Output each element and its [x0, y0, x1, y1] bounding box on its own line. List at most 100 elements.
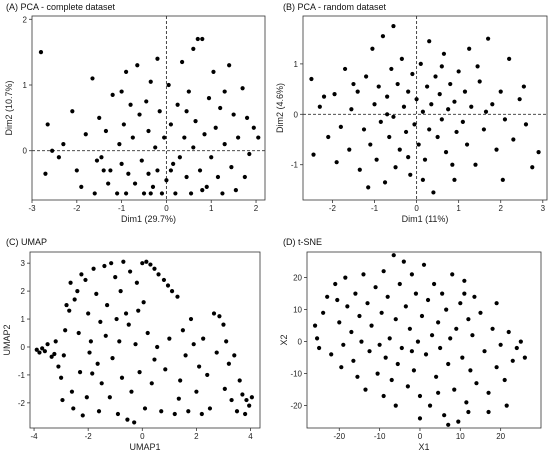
data-point — [422, 157, 428, 162]
data-point — [472, 294, 477, 299]
data-point — [312, 323, 318, 328]
data-point — [217, 314, 222, 319]
data-point — [141, 191, 147, 196]
data-point — [490, 326, 495, 331]
data-point — [468, 368, 473, 373]
data-point — [393, 403, 398, 408]
data-point — [155, 344, 160, 350]
data-point — [97, 115, 102, 120]
data-point — [389, 66, 394, 72]
data-point — [494, 147, 499, 152]
data-point — [368, 142, 373, 147]
data-point — [136, 308, 141, 313]
data-point — [137, 112, 142, 117]
data-point — [391, 253, 396, 258]
data-point — [244, 397, 249, 403]
data-point — [70, 109, 75, 114]
data-point — [229, 165, 234, 170]
data-point — [326, 134, 331, 140]
data-point — [60, 397, 65, 403]
data-point — [321, 310, 326, 315]
chart-umap: -4 -2 0 2 4 -2 -1 0 1 2 3 UMAP1 UMAP2 — [2, 251, 261, 452]
data-point — [99, 155, 104, 160]
data-point — [367, 349, 372, 354]
data-point — [195, 36, 200, 42]
data-point — [109, 261, 114, 266]
data-point — [452, 387, 457, 392]
panel-umap: (C) UMAP -4 -2 0 2 4 -2 -1 0 1 2 3 UMAP1 UMAP2 — [0, 228, 275, 456]
data-point — [364, 74, 369, 79]
data-point — [233, 188, 238, 193]
data-point — [144, 99, 149, 104]
data-point — [321, 94, 327, 99]
x-tick-label: 1 — [456, 204, 461, 213]
data-point — [155, 56, 160, 61]
data-point — [242, 174, 247, 180]
data-point — [126, 171, 131, 176]
data-point — [382, 180, 388, 185]
data-point — [191, 46, 196, 51]
data-point — [335, 297, 340, 303]
data-point — [498, 342, 503, 347]
y-axis-label: X2 — [279, 334, 289, 345]
y-tick-label: 2 — [21, 287, 26, 296]
data-point — [337, 320, 342, 325]
data-point — [178, 378, 183, 383]
data-point — [159, 409, 164, 414]
x-tick-label: -10 — [374, 432, 386, 441]
data-point — [385, 94, 390, 99]
data-point — [401, 259, 406, 264]
data-point — [163, 367, 168, 372]
data-point — [123, 69, 129, 74]
data-point — [438, 345, 443, 351]
data-point — [76, 330, 81, 336]
data-point — [94, 291, 99, 297]
y-axis-label: Dim2 (10.7%) — [4, 80, 14, 135]
data-point — [101, 168, 106, 173]
data-point — [226, 361, 231, 366]
data-point — [474, 381, 479, 386]
data-point — [347, 147, 352, 152]
data-point — [431, 190, 436, 195]
data-point — [199, 411, 204, 417]
data-point — [191, 342, 196, 347]
data-point — [357, 167, 362, 172]
data-point — [72, 297, 77, 302]
y-tick-label: 2 — [23, 15, 28, 24]
y-tick-label: -2 — [18, 399, 26, 408]
data-point — [345, 304, 350, 309]
data-point — [427, 403, 433, 408]
data-point — [125, 417, 130, 422]
data-point — [83, 132, 88, 137]
data-point — [211, 311, 217, 316]
data-point — [222, 89, 227, 94]
data-point — [144, 259, 149, 264]
data-point — [92, 191, 97, 196]
data-point — [206, 96, 212, 101]
plot-frame — [302, 15, 548, 201]
data-point — [161, 277, 167, 283]
data-point — [446, 107, 451, 112]
data-point — [167, 336, 172, 341]
data-point — [102, 263, 107, 269]
data-point — [406, 89, 411, 94]
axes — [29, 15, 266, 203]
data-point — [87, 350, 92, 355]
data-point — [61, 142, 66, 147]
data-point — [251, 125, 256, 130]
data-point — [148, 262, 153, 267]
data-point — [448, 336, 453, 341]
x-tick-label: -1 — [371, 204, 379, 213]
data-point — [517, 97, 522, 102]
data-point — [417, 416, 423, 421]
plot-frame — [29, 251, 261, 429]
y-tick-label: -10 — [290, 370, 302, 379]
data-point — [460, 119, 465, 124]
data-point — [467, 46, 472, 51]
data-point — [106, 181, 111, 186]
data-point — [148, 191, 153, 196]
data-point — [452, 99, 457, 104]
data-point — [117, 142, 122, 147]
data-point — [415, 339, 421, 344]
data-point — [399, 56, 404, 61]
